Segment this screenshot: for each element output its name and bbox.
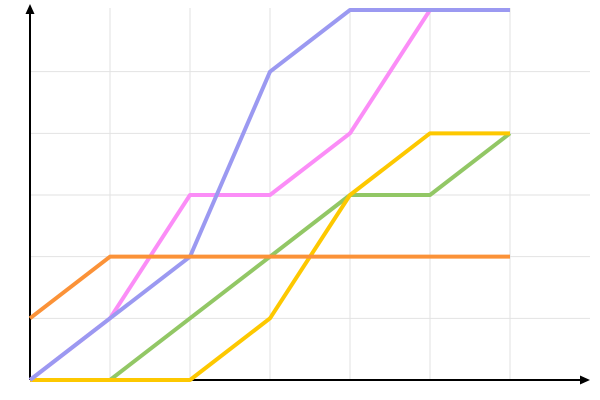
series-purple-line bbox=[28, 8, 510, 382]
y-axis-arrow-icon bbox=[25, 4, 35, 14]
series-orange-line bbox=[28, 254, 510, 320]
x-axis-arrow-icon bbox=[580, 375, 590, 385]
series-yellow-line bbox=[30, 131, 510, 382]
